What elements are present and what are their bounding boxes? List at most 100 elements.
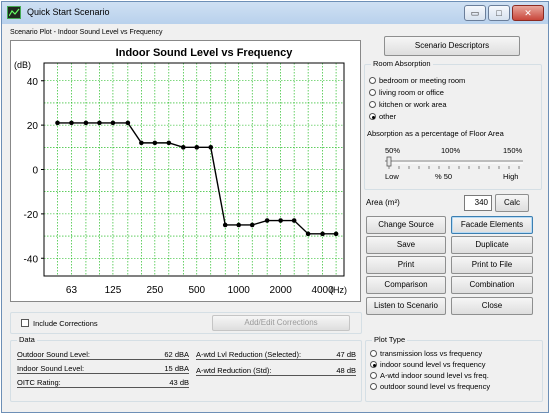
scale-tick-100: 100% [441, 146, 461, 155]
row-value: 15 dBA [164, 364, 189, 373]
radio-circle[interactable] [369, 77, 376, 84]
scale-tick-50: 50% [385, 146, 401, 155]
slider-low-label: Low [385, 172, 399, 181]
outdoor-sound-level-row: Outdoor Sound Level: 62 dBA [17, 350, 189, 360]
include-corrections-checkbox[interactable]: Include Corrections [21, 319, 98, 328]
x-tick-label: 4000 [311, 285, 334, 296]
scenario-descriptors-button[interactable]: Scenario Descriptors [384, 36, 520, 56]
radio-indoor-sound-level[interactable]: indoor sound level vs frequency [370, 360, 485, 369]
y-tick-label: 40 [27, 77, 39, 88]
duplicate-button[interactable]: Duplicate [451, 236, 533, 254]
radio-circle-selected[interactable] [369, 113, 376, 120]
data-point [194, 145, 200, 150]
radio-circle-selected[interactable] [370, 361, 377, 368]
radio-circle[interactable] [370, 372, 377, 379]
radio-label: outdoor sound level vs frequency [380, 382, 491, 391]
x-tick-label: 1000 [228, 285, 251, 296]
combination-button[interactable]: Combination [451, 276, 533, 294]
y-tick-label: -20 [24, 210, 39, 221]
comparison-button[interactable]: Comparison [366, 276, 446, 294]
radio-circle[interactable] [369, 101, 376, 108]
x-tick-label: 125 [105, 285, 122, 296]
row-label: Indoor Sound Level: [17, 364, 85, 373]
checkbox-label: Include Corrections [33, 319, 98, 328]
radio-transmission-loss[interactable]: transmission loss vs frequency [370, 349, 482, 358]
row-value: 47 dB [336, 350, 356, 359]
radio-living-room[interactable]: living room or office [369, 88, 444, 97]
data-point [249, 222, 255, 228]
x-tick-label: 250 [147, 285, 164, 296]
listen-to-scenario-button[interactable]: Listen to Scenario [366, 297, 446, 315]
awtd-reduction-selected-row: A-wtd Lvl Reduction (Selected): 47 dB [196, 350, 356, 360]
calc-button[interactable]: Calc [495, 194, 529, 212]
chart-panel: Indoor Sound Level vs Frequency 40 20 0 -20 -… [10, 40, 361, 302]
save-button[interactable]: Save [366, 236, 446, 254]
oitc-rating-row: OITC Rating: 43 dB [17, 378, 189, 388]
change-source-button[interactable]: Change Source [366, 216, 446, 234]
plot-type-title: Plot Type [372, 335, 408, 344]
chart-title: Indoor Sound Level vs Frequency [116, 47, 294, 59]
room-absorption-title: Room Absorption [371, 59, 433, 68]
close-window-button[interactable]: ✕ [512, 5, 544, 21]
row-label: OITC Rating: [17, 378, 61, 387]
radio-outdoor-sound-level[interactable]: outdoor sound level vs frequency [370, 382, 490, 391]
radio-label: kitchen or work area [379, 100, 447, 109]
facade-elements-button[interactable]: Facade Elements [451, 216, 533, 234]
radio-label: indoor sound level vs frequency [380, 360, 486, 369]
sound-level-chart: Indoor Sound Level vs Frequency 40 20 0 -20 -… [14, 47, 347, 296]
room-absorption-group: Room Absorption bedroom or meeting room … [364, 59, 542, 190]
add-edit-corrections-button[interactable]: Add/Edit Corrections [212, 315, 350, 331]
checkbox-box[interactable] [21, 319, 29, 327]
window-title: Quick Start Scenario [27, 7, 110, 17]
area-label: Area (m²) [366, 198, 400, 207]
awtd-reduction-std-row: A-wtd Reduction (Std): 48 dB [196, 366, 356, 376]
data-point [97, 120, 102, 126]
data-point [278, 218, 283, 223]
radio-label: A-wtd indoor sound level vs freq. [380, 371, 489, 380]
radio-circle[interactable] [369, 89, 376, 96]
data-point [55, 120, 60, 126]
data-point [208, 145, 214, 150]
row-value: 48 dB [336, 366, 356, 375]
absorption-percentage-label: Absorption as a percentage of Floor Area [367, 129, 504, 138]
data-point [69, 120, 74, 126]
row-label: Outdoor Sound Level: [17, 350, 90, 359]
area-input[interactable]: 340 [464, 195, 492, 211]
data-title: Data [17, 335, 37, 344]
row-value: 62 dBA [164, 350, 189, 359]
data-point [264, 218, 270, 223]
data-point [222, 222, 228, 228]
data-point [291, 218, 297, 223]
radio-circle[interactable] [370, 383, 377, 390]
print-to-file-button[interactable]: Print to File [451, 256, 533, 274]
minimize-button[interactable]: ▭ [464, 5, 486, 21]
radio-bedroom[interactable]: bedroom or meeting room [369, 76, 465, 85]
radio-label: other [379, 112, 397, 121]
data-group: Data Outdoor Sound Level: 62 dBA Indoor S… [10, 335, 362, 402]
data-point [83, 120, 89, 126]
print-button[interactable]: Print [366, 256, 446, 274]
maximize-button[interactable]: □ [488, 5, 510, 21]
slider-high-label: High [503, 172, 519, 181]
data-point [110, 120, 116, 126]
title-bar[interactable]: Quick Start Scenario ▭ □ ✕ [2, 2, 548, 24]
radio-kitchen[interactable]: kitchen or work area [369, 100, 447, 109]
radio-other[interactable]: other [369, 112, 396, 121]
x-tick-label: 500 [188, 285, 205, 296]
x-tick-label: 63 [66, 285, 78, 296]
data-point [166, 140, 172, 146]
close-button[interactable]: Close [451, 297, 533, 315]
radio-circle[interactable] [370, 350, 377, 357]
scale-tick-150: 150% [503, 146, 523, 155]
slider-thumb [386, 156, 392, 167]
radio-awtd-indoor[interactable]: A-wtd indoor sound level vs freq. [370, 371, 489, 380]
radio-label: bedroom or meeting room [379, 76, 466, 85]
absorption-slider[interactable] [385, 156, 525, 170]
y-tick-label: -40 [24, 254, 39, 265]
y-axis-label: (dB) [14, 60, 31, 70]
radio-label: transmission loss vs frequency [380, 349, 483, 358]
radio-label: living room or office [379, 88, 444, 97]
x-tick-label: 2000 [270, 285, 293, 296]
x-axis-label: (Hz) [330, 285, 347, 295]
data-point [305, 231, 311, 237]
